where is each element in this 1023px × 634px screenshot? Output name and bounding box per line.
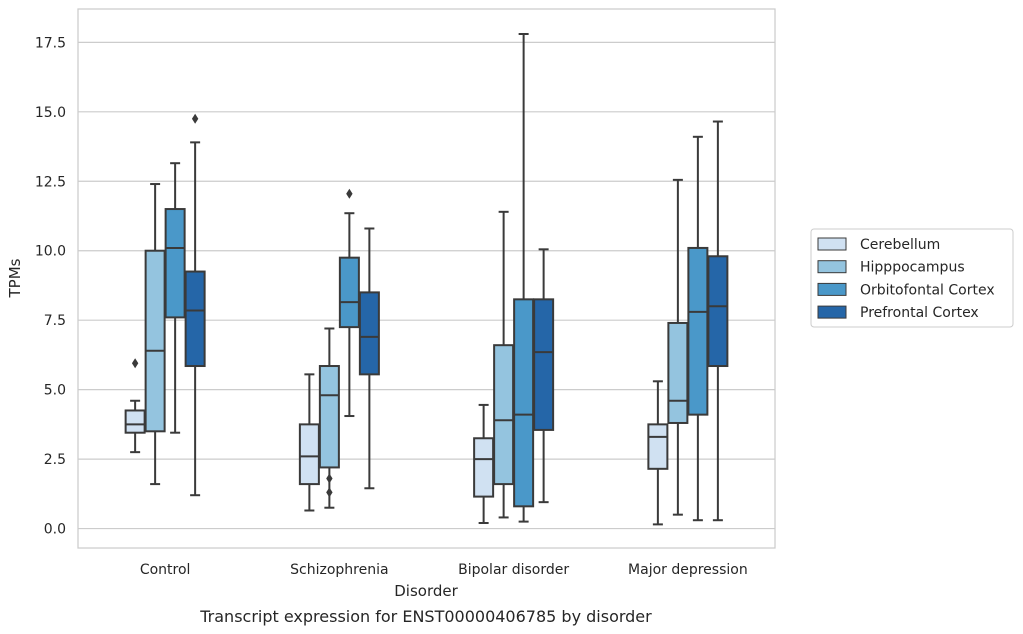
- box: [124, 409, 146, 434]
- outlier-point: [191, 113, 199, 124]
- y-tick-label: 12.5: [35, 174, 66, 190]
- box: [707, 255, 729, 368]
- legend-label: Orbitofontal Cortex: [860, 282, 995, 298]
- box: [687, 246, 709, 416]
- box-group: [184, 113, 206, 497]
- box: [473, 437, 495, 498]
- outlier-point: [346, 188, 353, 199]
- legend-label: Hipppocampus: [860, 260, 965, 276]
- legend-swatch: [817, 305, 847, 319]
- outlier-point: [131, 358, 139, 369]
- box: [298, 423, 320, 486]
- box: [184, 270, 206, 368]
- x-tick-label: Schizophrenia: [290, 562, 388, 578]
- box-group: [164, 162, 186, 434]
- outlier-point: [326, 473, 333, 484]
- box: [533, 298, 555, 431]
- y-tick-labels: 0.0 2.5 5.0 7.5 10.0 12.5 15.0 17.5: [35, 35, 66, 537]
- x-tick-label: Bipolar disorder: [458, 562, 569, 578]
- box-group: [338, 188, 360, 418]
- box-group: [144, 183, 166, 486]
- outlier-point: [326, 487, 333, 498]
- figure-caption: Transcript expression for ENST0000040678…: [199, 607, 652, 626]
- box-group: [667, 178, 689, 516]
- legend-swatch: [817, 282, 847, 296]
- legend-label: Prefrontal Cortex: [860, 305, 979, 321]
- legend-frame: [810, 228, 1014, 328]
- legend-swatch: [817, 260, 847, 274]
- y-axis-title: TPMs: [6, 258, 24, 298]
- box: [164, 208, 186, 319]
- legend-swatch: [817, 237, 847, 251]
- boxes: [124, 33, 729, 526]
- box: [647, 423, 669, 470]
- box: [338, 256, 360, 329]
- box: [358, 291, 380, 376]
- y-tick-label: 10.0: [35, 244, 66, 260]
- x-tick-label: Major depression: [628, 562, 748, 578]
- box-group: [707, 120, 729, 522]
- legend-label: Cerebellum: [860, 237, 940, 253]
- y-tick-label: 5.0: [44, 383, 66, 399]
- box-group: [647, 380, 669, 526]
- x-axis-title: Disorder: [394, 582, 458, 600]
- legend: Cerebellum Hipppocampus Orbitofontal Corte…: [810, 228, 1014, 328]
- box-group: [358, 227, 380, 490]
- x-tick-labels: Control Schizophrenia Bipolar disorder Majo…: [140, 562, 748, 578]
- box-group: [298, 373, 320, 512]
- box: [667, 321, 689, 424]
- y-tick-label: 0.0: [44, 522, 66, 538]
- y-tick-label: 17.5: [35, 35, 66, 51]
- box: [318, 365, 340, 469]
- x-tick-label: Control: [140, 562, 191, 578]
- box-group: [318, 327, 340, 509]
- y-tick-label: 15.0: [35, 105, 66, 121]
- box: [513, 298, 535, 508]
- box-group: [533, 248, 555, 504]
- y-tick-label: 2.5: [44, 452, 66, 468]
- box: [144, 249, 166, 433]
- box-group: [513, 33, 535, 523]
- y-tick-label: 7.5: [44, 313, 66, 329]
- box: [493, 344, 515, 486]
- box-group: [124, 358, 146, 454]
